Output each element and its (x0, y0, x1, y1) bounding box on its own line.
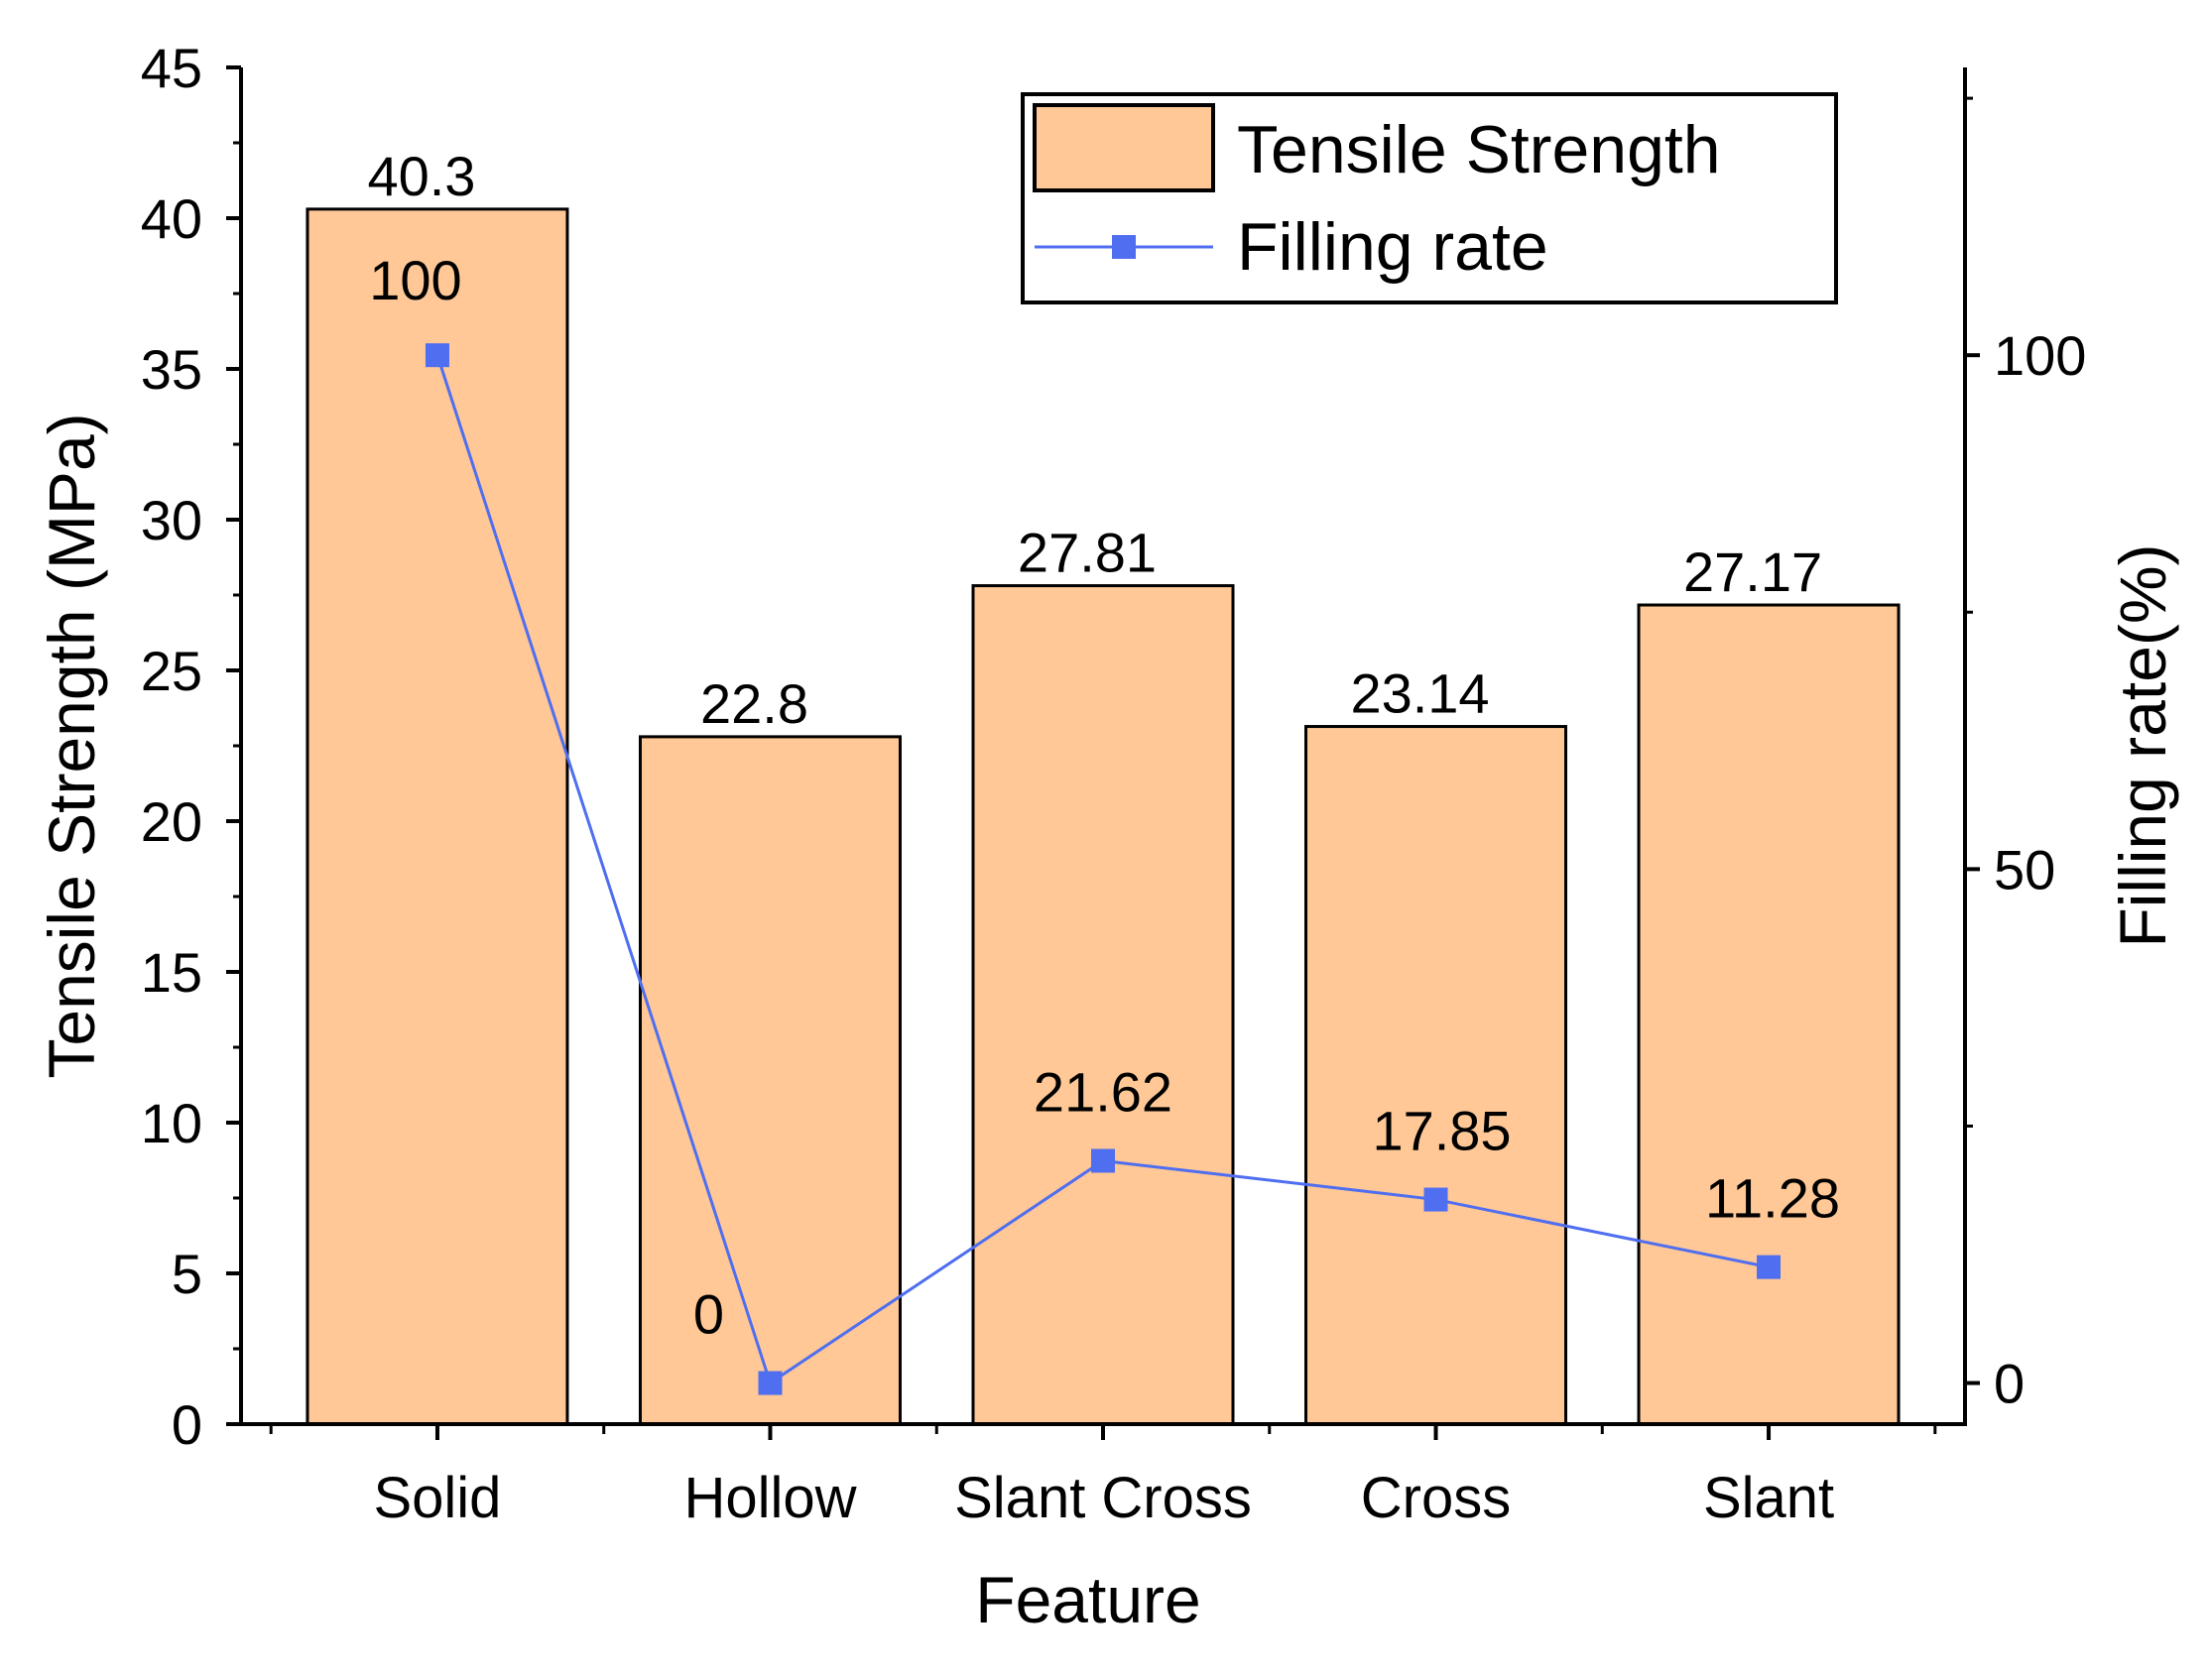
bar-label-slant: 27.17 (1683, 540, 1822, 603)
right-ticks-layer: 0 50 100 (1965, 96, 2086, 1415)
bar-solid (306, 207, 569, 1426)
y-tick-label-0: 0 (172, 1393, 202, 1456)
legend-line-marker (1112, 235, 1136, 259)
filling-rate-marker-slant-cross (1091, 1148, 1115, 1173)
bar-slant (1637, 603, 1901, 1426)
bar-label-hollow: 22.8 (700, 672, 808, 735)
y-axis-label: Tensile Strength (MPa) (35, 413, 108, 1078)
bar-label-slant-cross: 27.81 (1018, 522, 1157, 584)
x-tick-label-solid: Solid (373, 1466, 501, 1530)
line-layer: 100 0 21.62 17.85 11.28 (369, 249, 1840, 1395)
bar-labels-layer: 40.3 22.8 27.81 23.14 27.17 (367, 145, 1822, 735)
y2-axis-label: Filling rate(%) (2106, 543, 2179, 947)
y2-tick-label-50: 50 (1994, 838, 2055, 900)
y-tick-label-10: 10 (141, 1092, 202, 1154)
y-tick-label-5: 5 (172, 1243, 202, 1305)
filling-rate-label-slant: 11.28 (1705, 1167, 1840, 1230)
filling-rate-marker-slant (1757, 1255, 1782, 1279)
legend-label-filling-rate: Filling rate (1237, 209, 1548, 285)
x-ticks-layer: Solid Hollow Slant Cross Cross Slant (269, 1424, 1937, 1530)
x-tick-label-slant-cross: Slant Cross (954, 1466, 1252, 1530)
legend-label-tensile-strength: Tensile Strength (1237, 112, 1721, 187)
legend: Tensile Strength Filling rate (1021, 92, 1838, 304)
y-tick-label-30: 30 (141, 489, 202, 551)
y-tick-label-25: 25 (141, 640, 202, 702)
y2-tick-label-0: 0 (1994, 1353, 2025, 1415)
y-tick-label-20: 20 (141, 790, 202, 853)
bar-cross (1304, 725, 1568, 1426)
x-tick-label-cross: Cross (1361, 1466, 1511, 1530)
y-tick-label-40: 40 (141, 187, 202, 250)
x-tick-label-hollow: Hollow (683, 1466, 857, 1530)
filling-rate-marker-cross (1423, 1187, 1448, 1212)
filling-rate-label-hollow: 0 (693, 1283, 724, 1346)
bar-label-solid: 40.3 (367, 145, 475, 207)
bars-layer (306, 207, 1901, 1426)
filling-rate-label-solid: 100 (369, 249, 461, 311)
bar-slant-cross (971, 584, 1235, 1426)
y-tick-label-45: 45 (141, 37, 202, 99)
filling-rate-label-slant-cross: 21.62 (1034, 1060, 1172, 1123)
bar-label-cross: 23.14 (1350, 662, 1489, 725)
x-tick-label-slant: Slant (1703, 1466, 1834, 1530)
filling-rate-label-cross: 17.85 (1372, 1100, 1511, 1162)
x-axis-label: Feature (975, 1563, 1200, 1636)
y-tick-label-35: 35 (141, 338, 202, 401)
left-ticks-layer: 0 5 10 15 20 25 30 35 40 45 (141, 37, 241, 1456)
legend-bar-swatch (1033, 103, 1215, 192)
y2-tick-label-100: 100 (1994, 324, 2086, 387)
filling-rate-marker-solid (425, 343, 449, 368)
filling-rate-marker-hollow (758, 1371, 783, 1395)
bar-hollow (638, 735, 902, 1426)
y-tick-label-15: 15 (141, 941, 202, 1004)
